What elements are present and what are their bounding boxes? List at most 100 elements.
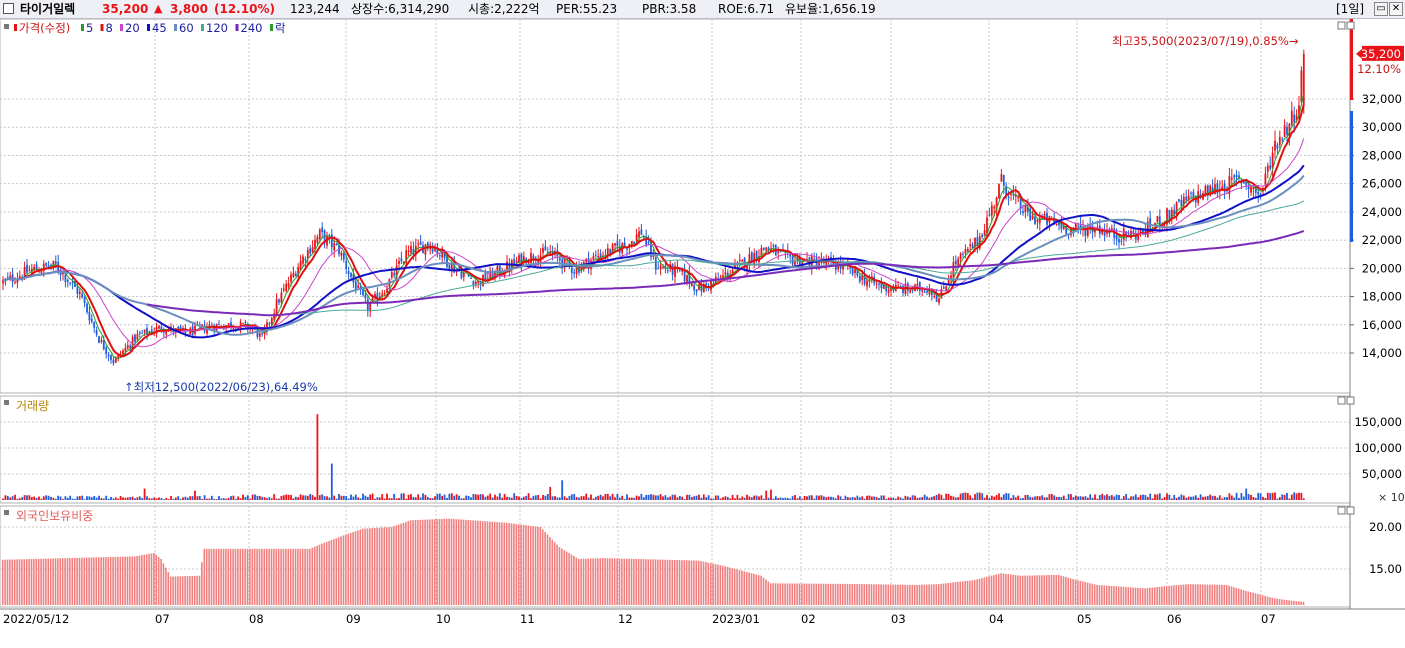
foreign-ratio-bar — [671, 559, 674, 605]
candle-body — [957, 258, 960, 267]
volume-bar — [167, 499, 170, 500]
legend-swatch — [147, 24, 150, 31]
foreign-legend: 외국인보유비중 — [16, 509, 93, 523]
candle-body — [606, 248, 609, 256]
candle-body — [1209, 185, 1212, 196]
foreign-ratio-bar — [685, 560, 688, 605]
foreign-ratio-bar — [311, 547, 314, 605]
volume-unit-label: × 10 — [1378, 491, 1405, 504]
volume-bar — [282, 495, 285, 500]
foreign-ratio-bar — [1038, 575, 1041, 605]
candle-body — [1132, 230, 1135, 232]
foreign-ratio-bar — [628, 558, 630, 605]
foreign-ratio-bar — [508, 523, 510, 605]
volume-bar — [578, 497, 580, 500]
volume-bar — [1158, 493, 1161, 500]
foreign-ratio-bar — [1221, 584, 1223, 605]
candle-body — [350, 272, 352, 278]
volume-bar — [38, 496, 40, 500]
candle-body — [688, 272, 691, 285]
volume-bar — [352, 496, 355, 500]
foreign-ratio-bar — [858, 584, 861, 605]
volume-bar — [935, 494, 938, 500]
foreign-ratio-bar — [841, 583, 844, 605]
foreign-ratio-bar — [289, 548, 292, 605]
select-checkbox[interactable] — [3, 3, 14, 14]
candle-body — [640, 229, 643, 235]
current-price-pointer — [1356, 48, 1362, 59]
foreign-ratio-bar — [1189, 584, 1192, 605]
foreign-ratio-bar — [477, 520, 479, 605]
foreign-ratio-bar — [217, 548, 220, 605]
volume-bar — [143, 488, 146, 500]
candle-body — [616, 241, 619, 247]
volume-bar — [808, 495, 811, 500]
foreign-ratio-bar — [1105, 585, 1108, 605]
candle-body — [275, 299, 278, 315]
candle-body — [527, 261, 530, 264]
volume-bar — [491, 497, 494, 500]
foreign-ratio-bar — [1036, 575, 1038, 605]
foreign-ratio-bar — [433, 519, 436, 605]
candle-body — [918, 282, 921, 291]
volume-bar — [1235, 492, 1238, 500]
candle-body — [611, 244, 614, 255]
foreign-ratio-bar — [1180, 584, 1182, 605]
ma-line-240 — [146, 229, 1305, 317]
volume-bar — [959, 493, 962, 500]
foreign-ratio-bar — [1093, 584, 1096, 605]
foreign-ratio-bar — [1213, 584, 1216, 605]
candle-body — [928, 289, 931, 295]
foreign-ratio-bar — [597, 558, 599, 605]
close-icon[interactable]: ✕ — [1389, 2, 1403, 16]
volume-bar — [1005, 493, 1008, 500]
volume-bar — [299, 494, 302, 500]
maximize-icon[interactable]: ▭ — [1374, 2, 1388, 16]
volume-bar — [136, 497, 139, 500]
period-selector[interactable]: [1일] — [1336, 2, 1365, 16]
legend-swatch — [174, 24, 177, 31]
candle-body — [537, 261, 540, 264]
volume-bar — [57, 495, 60, 500]
foreign-ratio-bar — [426, 519, 429, 605]
volume-bar — [124, 497, 127, 500]
foreign-ratio-bar — [313, 546, 316, 605]
foreign-ratio-bar — [1043, 575, 1046, 605]
volume-bar — [388, 498, 391, 500]
candle-body — [35, 264, 38, 270]
volume-bar — [690, 497, 693, 500]
volume-bar — [726, 496, 729, 500]
volume-bar — [1259, 493, 1262, 500]
candle-body — [239, 321, 242, 329]
volume-bar — [1154, 494, 1156, 500]
roe-value: ROE:6.71 — [718, 2, 775, 16]
volume-bar — [844, 495, 847, 500]
volume-bar — [1098, 495, 1101, 500]
candle-body — [542, 247, 544, 253]
foreign-ratio-bar — [1204, 584, 1206, 605]
foreign-ratio-bar — [755, 574, 758, 605]
foreign-ratio-bar — [1173, 585, 1175, 605]
candle-body — [1053, 217, 1056, 224]
candle-body — [261, 333, 264, 335]
foreign-ratio-bar — [750, 573, 753, 605]
volume-bar — [114, 497, 117, 500]
foreign-ratio-bar — [529, 525, 532, 605]
candle-body — [266, 322, 268, 332]
foreign-ratio-bar — [837, 583, 839, 605]
volume-bar — [1163, 497, 1166, 500]
volume-bar — [1010, 498, 1012, 500]
candle-body — [690, 282, 693, 287]
volume-bar — [290, 495, 292, 500]
foreign-ratio-bar — [88, 557, 90, 605]
foreign-ratio-bar — [997, 573, 1000, 605]
foreign-ratio-bar — [796, 583, 798, 605]
foreign-ratio-bar — [808, 583, 810, 605]
volume-bar — [1216, 497, 1219, 500]
volume-bar — [556, 497, 559, 500]
volume-bar — [640, 493, 643, 500]
volume-bar — [1065, 498, 1068, 500]
foreign-ratio-bar — [378, 527, 381, 605]
volume-bar — [683, 498, 686, 500]
foreign-ratio-bar — [265, 548, 268, 605]
